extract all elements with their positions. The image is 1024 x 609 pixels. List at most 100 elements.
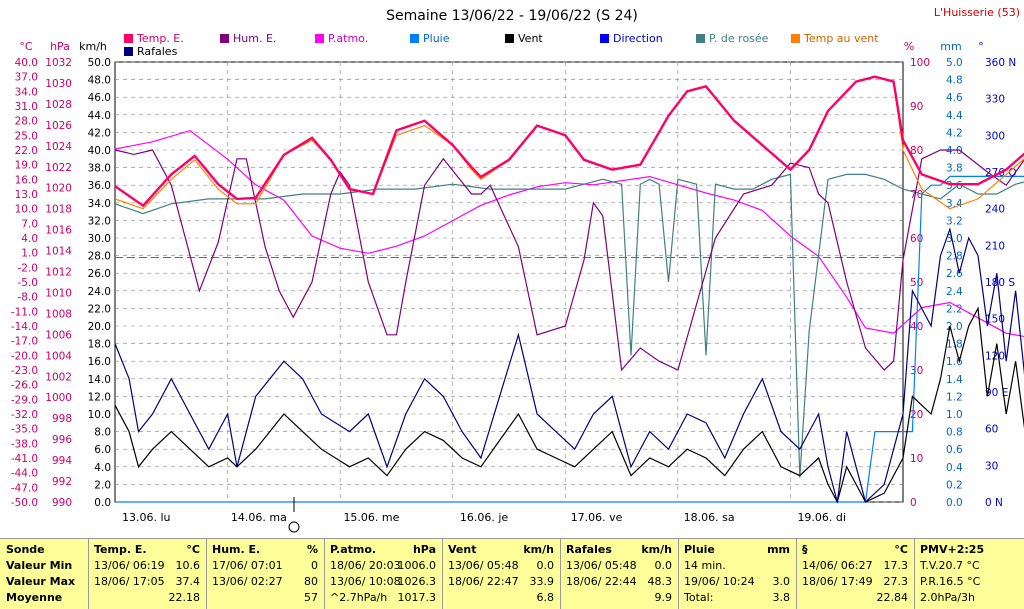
stats-pmv-title: PMV+2:25 [920,543,985,556]
day-label: 19.06. di [797,511,846,524]
pressure-tick-label: 998 [52,413,72,425]
temp-tick-label: 1.0 [21,248,38,260]
pressure-tick-label: 1030 [45,78,72,90]
stats-col-vent: Vent km/h 13/06/ 05:48 0.0 18/06/ 22:47 … [446,539,558,609]
series-rafales-line [114,227,1024,504]
stats-hum-min-date: 17/06/ 07:01 [212,559,283,572]
legend-label: Rafales [137,45,178,58]
stats-pluie-max-date: 19/06/ 10:24 [684,575,755,588]
stats-header-sonde: Sonde [6,543,45,556]
temp-tick-label: -44.0 [11,468,38,480]
day-label: 15.06. me [343,511,399,524]
rain-tick-label: 2.8 [946,251,963,263]
plot-area [114,61,904,503]
rain-tick-label: 1.2 [946,391,963,403]
stats-patmo-avg: 1017.3 [397,591,437,604]
dir-tick-label: 210 [985,240,1005,252]
temp-tick-label: -47.0 [11,482,38,494]
wind-tick-label: 16.0 [88,356,111,368]
rain-tick-label: 3.0 [946,233,963,245]
stats-vent-unit: km/h [523,543,554,556]
stats-rafales-unit: km/h [641,543,672,556]
temp-tick-label: 7.0 [21,218,38,230]
pressure-tick-label: 1010 [45,287,72,299]
time-cursor-marker [288,521,300,533]
temp-tick-label: -26.0 [11,380,38,392]
dir-tick-label: 60 [985,424,998,436]
stats-divider [324,539,325,609]
legend-label: P.atmo. [328,32,368,45]
wind-tick-label: 32.0 [88,215,111,227]
temp-tick-label: 13.0 [15,189,38,201]
rain-tick-label: 2.4 [946,286,963,298]
temp-tick-label: 16.0 [15,174,38,186]
stats-divider [442,539,443,609]
series-hum-e-line [114,149,1024,372]
legend-swatch [696,34,705,43]
temp-tick-label: 4.0 [21,233,38,245]
pressure-tick-label: 990 [52,497,72,509]
pressure-tick-label: 1014 [45,246,72,258]
temp-tick-label: 25.0 [15,130,38,142]
wind-tick-label: 6.0 [94,444,111,456]
legend-swatch [315,34,324,43]
rain-tick-label: 3.8 [946,163,963,175]
day-label: 14.06. ma [231,511,287,524]
wind-tick-label: 46.0 [88,92,111,104]
legend-label: Temp. E. [136,32,184,45]
stats-temp-max-date: 18/06/ 17:05 [94,575,165,588]
wind-tick-label: 22.0 [88,303,111,315]
dir-tick-label: 0 N [985,497,1003,509]
legend-swatch [124,34,133,43]
temp-tick-label: 28.0 [15,116,38,128]
rain-tick-label: 0.0 [946,497,963,509]
wind-tick-label: 28.0 [88,251,111,263]
unit-dir: ° [978,40,984,53]
stats-rafales-max-val: 48.3 [647,575,673,588]
stats-col-pmv: PMV+2:25 T.V.20.7 °C P.R.16.5 °C 2.0hPa/… [918,539,1022,609]
rain-tick-label: 4.2 [946,127,963,139]
rain-tick-label: 0.8 [946,427,963,439]
wind-tick-label: 44.0 [88,110,111,122]
day-label: 16.06. je [460,511,509,524]
temp-tick-label: 22.0 [15,145,38,157]
stats-temp-title: Temp. E. [94,543,147,556]
stats-temp-min-date: 13/06/ 06:19 [94,559,165,572]
pressure-tick-label: 992 [52,476,72,488]
stats-patmo-max-date: 13/06/ 10:08 [330,575,401,588]
day-label: 18.06. sa [684,511,735,524]
pressure-tick-label: 1006 [45,329,72,341]
temp-tick-label: -8.0 [18,292,39,304]
temp-tick-label: 34.0 [15,86,38,98]
wind-tick-label: 42.0 [88,127,111,139]
wind-tick-label: 20.0 [88,321,111,333]
stats-rafales-min-val: 0.0 [654,559,673,572]
series-p-atmo-line [114,129,1024,338]
stats-col-rafales: Rafales km/h 13/06/ 05:48 0.0 18/06/ 22:… [564,539,676,609]
temp-tick-label: -20.0 [11,350,38,362]
chart-title: Semaine 13/06/22 - 19/06/22 (S 24) [386,8,638,24]
series-pluie-line [115,175,1024,503]
stats-pmv-line3: 2.0hPa/3h [920,591,976,604]
stats-divider [678,539,679,609]
rain-tick-label: 3.6 [946,180,963,192]
temp-tick-label: -50.0 [11,497,38,509]
rain-tick-label: 5.0 [946,57,963,69]
stats-divider [560,539,561,609]
pressure-tick-label: 1032 [45,57,72,69]
stats-paragraph-title: § [802,543,808,556]
stats-paragraph-unit: °C [894,543,908,556]
unit-wind: km/h [79,40,107,53]
stats-rafales-max-date: 18/06/ 22:44 [566,575,637,588]
stats-header-min: Valeur Min [6,559,73,572]
chart-axes: 40.0 37.0 34.0 31.0 28.0 25.0 22.0 19.0 16.0 13.0… [11,57,1017,524]
hum-tick-label: 20 [910,409,923,421]
pressure-tick-label: 1002 [45,371,72,383]
chart-series [114,75,1024,504]
unit-hum: % [904,40,914,53]
legend-swatch [791,34,800,43]
stats-paragraph-avg: 22.84 [876,591,909,604]
stats-patmo-title: P.atmo. [330,543,377,556]
legend-swatch [124,47,133,56]
legend-label: Hum. E. [233,32,276,45]
